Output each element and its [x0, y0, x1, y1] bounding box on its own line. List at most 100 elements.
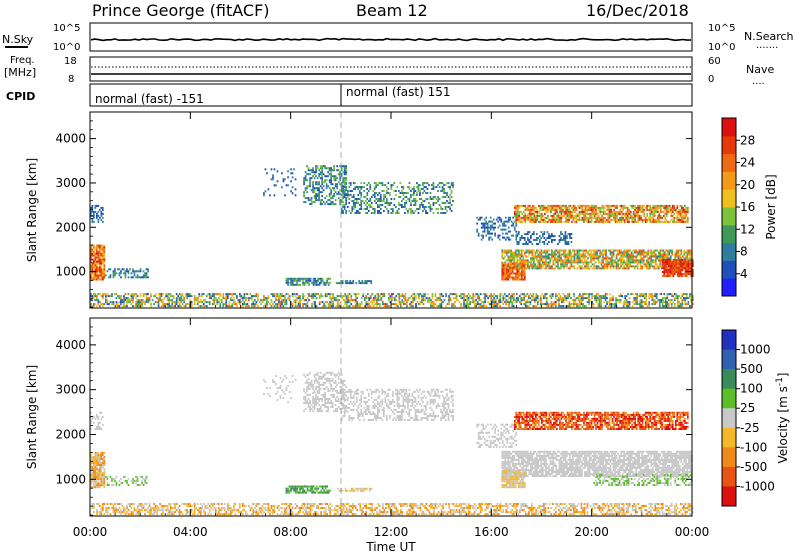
power-cell [686, 295, 688, 298]
power-cell [115, 303, 118, 306]
power-cell [234, 293, 237, 296]
power-cell [527, 237, 529, 239]
power-cell [615, 297, 617, 300]
power-cell [225, 293, 228, 296]
power-cell [345, 212, 347, 214]
power-cell [448, 301, 450, 304]
power-cell [407, 297, 410, 300]
power-cell [534, 301, 536, 304]
power-cell [312, 183, 314, 186]
power-cell [90, 303, 92, 306]
power-cell [320, 279, 322, 282]
power-cell [570, 263, 573, 266]
power-cell [369, 198, 372, 200]
power-cell [630, 251, 633, 254]
power-cell [686, 275, 688, 277]
power-cell [281, 172, 283, 175]
power-cell [516, 235, 519, 238]
power-cell [537, 267, 540, 270]
power-cell [522, 259, 525, 262]
power-cell [625, 210, 627, 213]
power-cell [596, 267, 598, 270]
power-cell [327, 283, 330, 286]
power-cell [394, 297, 396, 300]
power-cell [586, 293, 589, 296]
power-cell [644, 251, 646, 254]
power-cell [673, 259, 676, 261]
power-cell [141, 303, 143, 306]
power-cell [494, 222, 496, 225]
power-cell [668, 249, 671, 252]
power-cell [600, 253, 603, 256]
power-cell [523, 295, 526, 298]
power-cell [448, 297, 450, 300]
power-cell [491, 232, 493, 235]
power-cell [650, 208, 653, 211]
power-cell [395, 212, 397, 214]
power-cell [338, 295, 340, 298]
power-cell [507, 270, 510, 273]
power-cell [157, 299, 160, 302]
power-cell [314, 279, 316, 282]
power-cell [103, 258, 106, 261]
power-cell [540, 257, 543, 260]
power-cell [664, 220, 667, 223]
power-cell [476, 216, 478, 219]
power-cell [569, 216, 572, 219]
power-cell [245, 297, 247, 300]
power-cell [629, 253, 631, 256]
power-cell [511, 259, 514, 262]
power-cell [416, 186, 418, 189]
power-cell [605, 204, 608, 207]
power-cell [579, 305, 581, 308]
power-cell [678, 263, 681, 265]
power-cell [299, 299, 301, 302]
power-cell [570, 261, 573, 264]
power-cell [115, 297, 118, 300]
power-cell [517, 265, 520, 268]
power-cell [627, 303, 629, 306]
power-cell [236, 295, 238, 298]
power-cell [297, 295, 300, 298]
power-cell [457, 299, 459, 302]
power-cell [424, 295, 426, 298]
power-cell [626, 261, 628, 264]
power-cell [347, 293, 350, 296]
power-cell [528, 297, 530, 300]
power-cell [668, 204, 671, 207]
power-cell [102, 244, 104, 247]
power-cell [584, 214, 587, 217]
power-cell [93, 297, 95, 300]
power-cell [448, 303, 450, 306]
power-cell [330, 193, 332, 196]
power-cell [646, 305, 649, 308]
power-cell [573, 253, 576, 256]
power-cell [177, 301, 179, 304]
power-cell [535, 297, 538, 300]
power-cell [426, 182, 429, 185]
power-cell [667, 265, 670, 267]
power-cell [532, 220, 534, 223]
power-cell [366, 301, 369, 304]
power-cell [545, 255, 547, 258]
power-cell [332, 305, 334, 308]
power-cell [323, 303, 325, 306]
power-cell [506, 236, 509, 239]
power-cell [621, 259, 624, 262]
power-cell [178, 293, 181, 296]
power-cell [333, 193, 335, 196]
power-cell [103, 274, 106, 277]
power-cell [340, 194, 343, 196]
power-cell [557, 251, 559, 254]
power-cell [319, 177, 322, 180]
power-cell [225, 295, 228, 298]
power-cell [315, 297, 318, 300]
power-cell [297, 279, 300, 282]
power-cell [201, 293, 204, 296]
power-cell [634, 303, 637, 306]
power-cell [272, 176, 274, 179]
power-cell [569, 214, 572, 217]
power-cell [669, 301, 672, 304]
power-cell [616, 214, 618, 217]
power-cell [552, 293, 554, 296]
